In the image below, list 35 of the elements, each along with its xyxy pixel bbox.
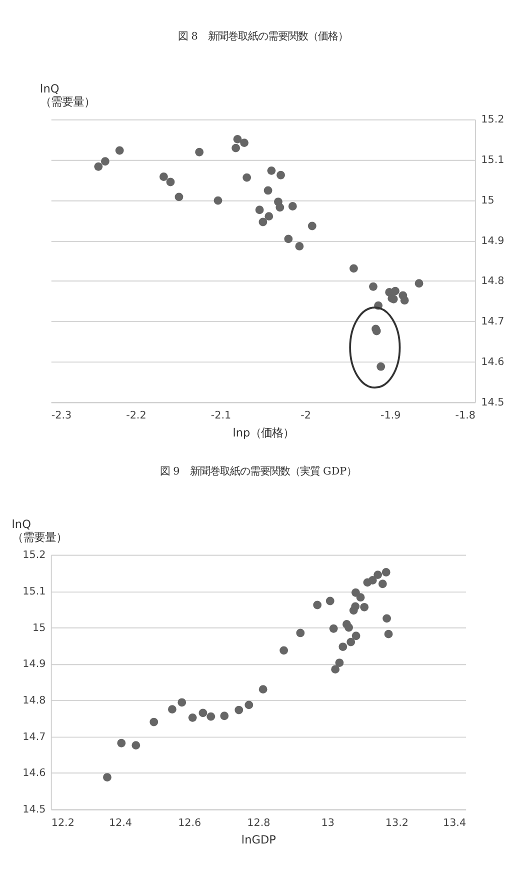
y-tick-label: 15 xyxy=(481,194,494,206)
x-tick-label: -1.9 xyxy=(380,410,401,422)
y-tick-label: 14.7 xyxy=(481,316,504,328)
x-tick-label: -2 xyxy=(300,410,312,422)
y-tick-label: 14.6 xyxy=(481,356,504,368)
x-tick-label: -2.1 xyxy=(210,410,232,422)
x-tick-label: -1.8 xyxy=(455,410,476,422)
y-tick-label: 15.1 xyxy=(481,154,504,166)
x-axis-title: lnGDP xyxy=(241,834,276,847)
y-tick-label: 14.5 xyxy=(22,804,46,816)
y-tick-label: 14.8 xyxy=(22,694,46,707)
x-tick-label: -2.3 xyxy=(51,410,72,422)
x-axis-title: lnp（価格） xyxy=(232,426,294,440)
y-tick-label: 14.8 xyxy=(481,275,504,288)
y-tick-label: 15.2 xyxy=(481,114,504,126)
y-tick-label: 14.9 xyxy=(481,234,504,247)
x-tick-label: 12.6 xyxy=(178,816,202,829)
chart-title: 図 8 新聞巻取紙の需要関数（価格） xyxy=(178,30,348,42)
x-tick-label: 12.2 xyxy=(51,816,74,829)
y-axis-title: lnQ （需要量） xyxy=(40,82,96,109)
y-tick-label: 15.2 xyxy=(22,549,46,562)
chart-title: 図 9 新聞巻取紙の需要関数（実質 GDP） xyxy=(160,466,357,478)
x-tick-label: 12.8 xyxy=(247,816,270,829)
x-tick-label: 13.4 xyxy=(442,816,466,829)
x-tick-label: 13 xyxy=(321,816,334,829)
x-tick-label: 13.2 xyxy=(385,816,408,829)
y-tick-label: 14.7 xyxy=(22,730,46,743)
y-tick-label: 15 xyxy=(32,622,46,634)
x-tick-label: -2.2 xyxy=(126,410,146,422)
x-tick-label: 12.4 xyxy=(108,816,132,829)
y-tick-label: 14.9 xyxy=(22,658,46,670)
y-tick-label: 15.1 xyxy=(22,585,46,598)
y-tick-label: 14.5 xyxy=(481,396,504,408)
y-tick-label: 14.6 xyxy=(22,767,46,780)
y-axis-title: lnQ （需要量） xyxy=(12,518,67,544)
